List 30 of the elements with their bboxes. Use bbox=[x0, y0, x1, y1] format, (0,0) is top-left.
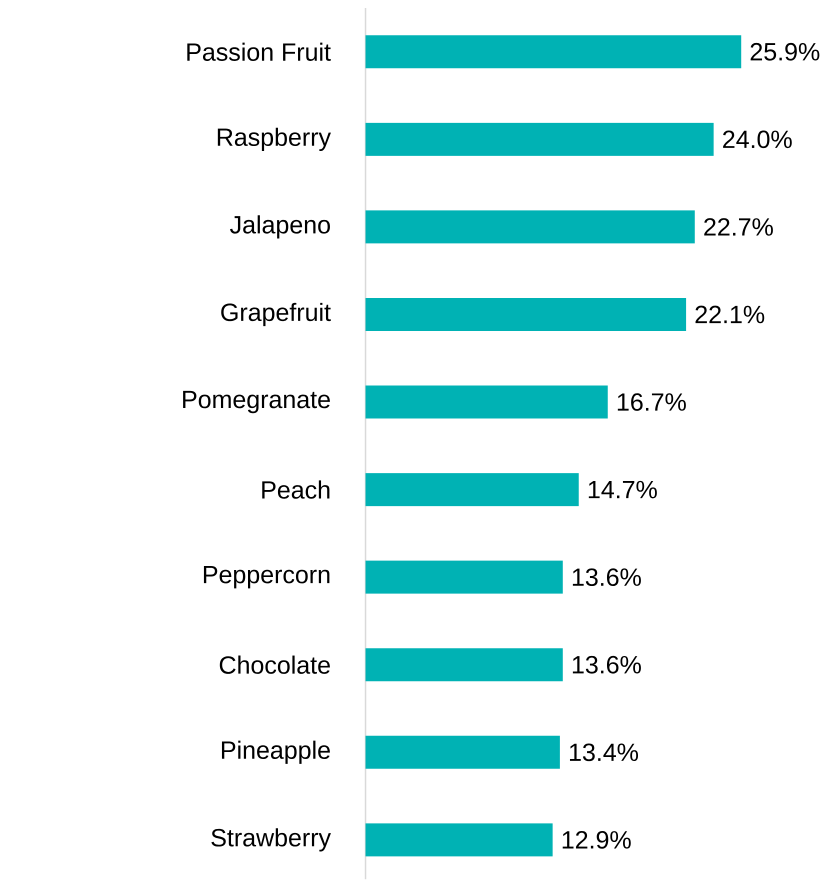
y-tick-label: Peach bbox=[262, 480, 330, 499]
bar bbox=[365, 736, 560, 769]
y-tick-label: Strawberry bbox=[211, 828, 331, 852]
bar bbox=[365, 298, 686, 331]
data-label: 12.9% bbox=[562, 831, 631, 849]
y-tick-label: Chocolate bbox=[220, 656, 330, 674]
y-tick-label: Grapefruit bbox=[221, 302, 331, 326]
y-tick-label: Passion Fruit bbox=[187, 42, 331, 61]
y-tick-label: Raspberry bbox=[218, 128, 331, 151]
y-tick-label: Peppercorn bbox=[204, 566, 330, 588]
bar bbox=[365, 560, 563, 594]
data-label: 25.9% bbox=[750, 42, 820, 61]
data-label: 22.7% bbox=[704, 218, 773, 236]
data-label: 24.0% bbox=[722, 130, 792, 148]
data-label: 22.1% bbox=[695, 306, 764, 324]
data-label: 14.7% bbox=[588, 480, 657, 498]
bar bbox=[365, 210, 695, 244]
bar bbox=[365, 473, 579, 506]
data-label: 16.7% bbox=[618, 393, 686, 411]
data-label: 13.6% bbox=[572, 568, 641, 586]
data-label: 13.4% bbox=[570, 743, 638, 762]
data-label: 13.6% bbox=[572, 656, 641, 674]
y-tick-label: Pineapple bbox=[222, 740, 330, 764]
bar bbox=[365, 386, 608, 419]
y-tick-label: Pomegranate bbox=[182, 390, 330, 414]
bar bbox=[365, 122, 714, 156]
bar bbox=[365, 823, 553, 856]
y-tick-label: Jalapeno bbox=[230, 215, 330, 239]
bar bbox=[365, 35, 742, 68]
bar bbox=[365, 648, 563, 682]
